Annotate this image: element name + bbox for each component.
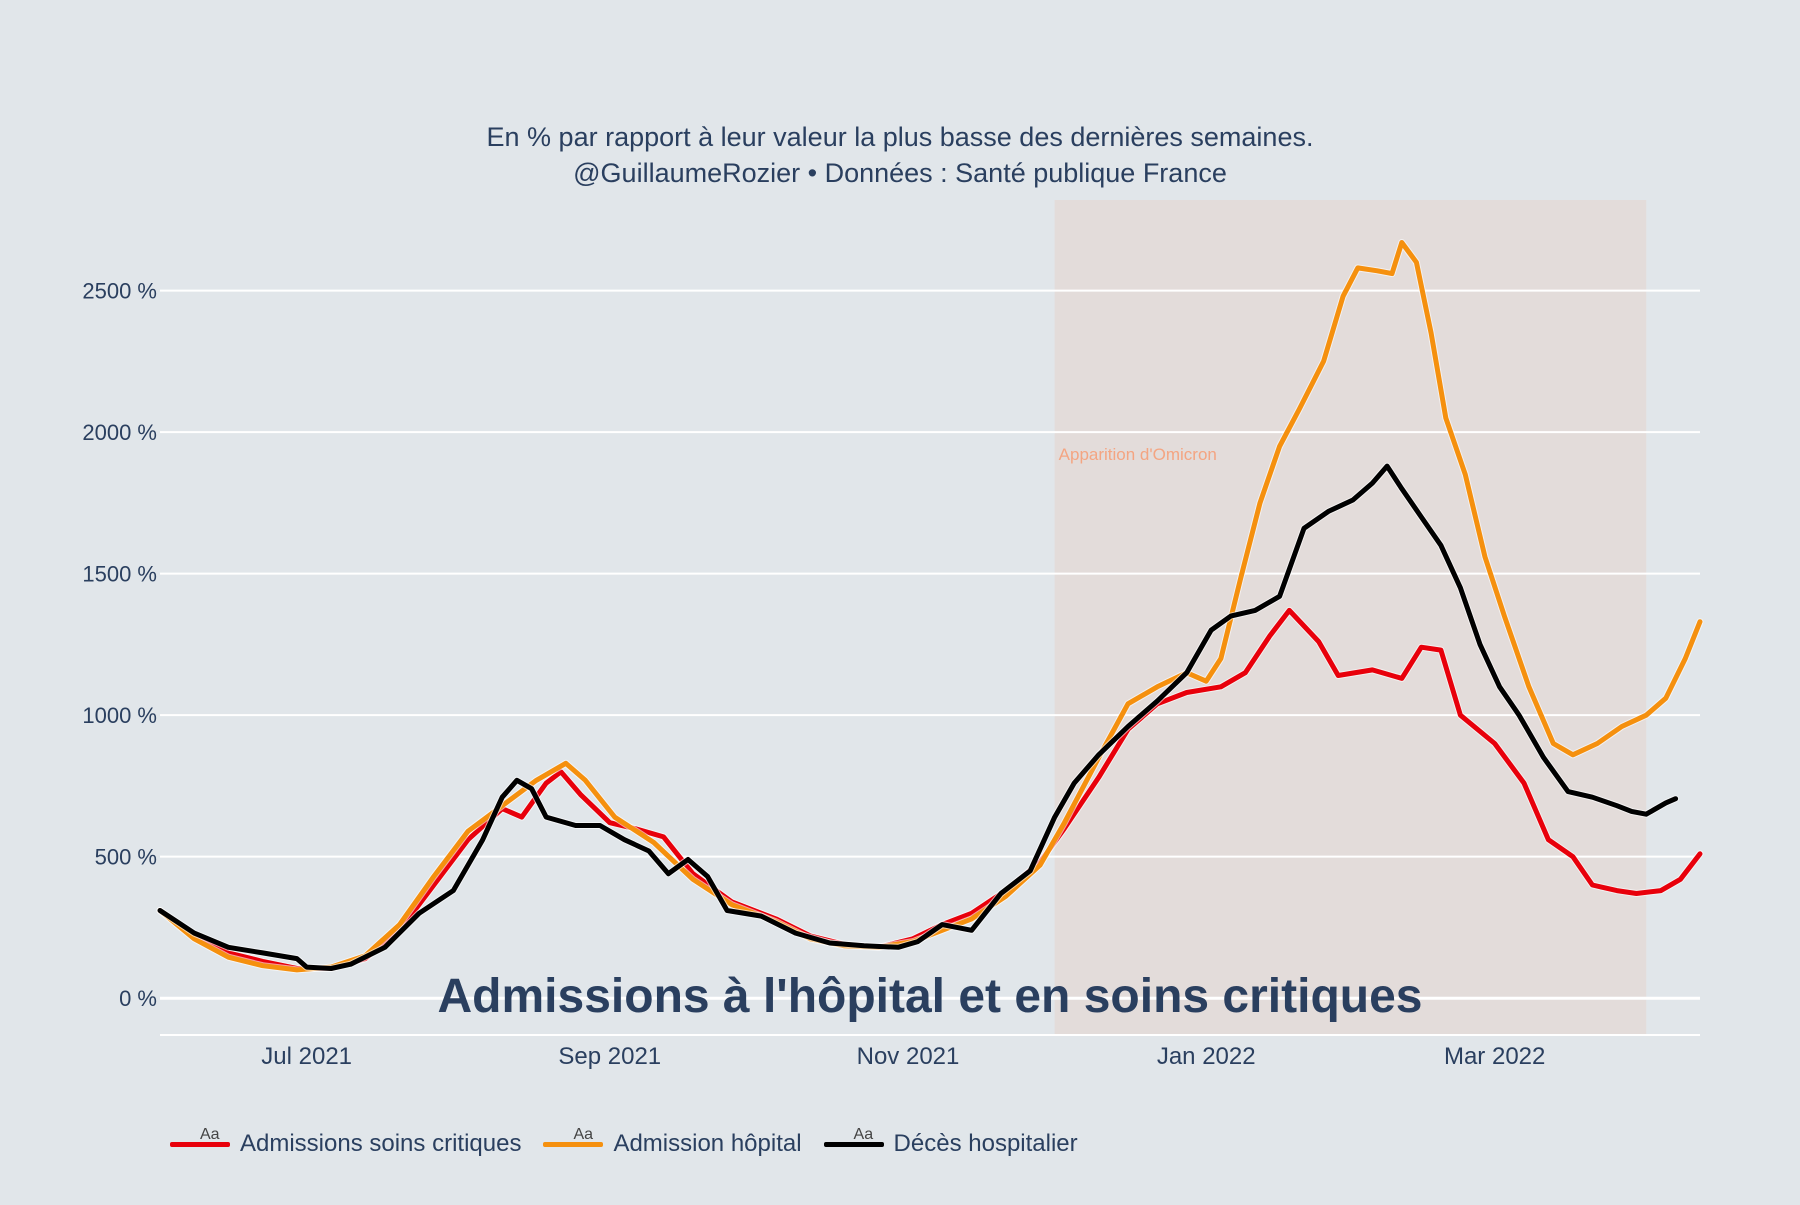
omicron-shaded-region: [1054, 200, 1647, 1035]
legend-label: Décès hospitalier: [893, 1130, 1078, 1157]
legend-aa-icon: Aa: [853, 1126, 874, 1143]
legend-line: [543, 1142, 604, 1147]
legend-line: [170, 1142, 230, 1147]
legend-aa-icon: Aa: [200, 1126, 220, 1143]
legend-label: Admission hôpital: [613, 1130, 802, 1157]
y-tick-label: 2500 %: [82, 279, 157, 304]
x-tick-label: Sep 2021: [558, 1043, 661, 1070]
legend: Aa Admissions soins critiques Aa Admissi…: [170, 1126, 1100, 1158]
legend-swatch-icon: Aa: [543, 1126, 604, 1156]
x-tick-label: Jan 2022: [1157, 1043, 1256, 1070]
legend-item-soins-critiques[interactable]: Aa Admissions soins critiques: [170, 1126, 522, 1158]
chart-title: Admissions à l'hôpital et en soins criti…: [438, 970, 1423, 1023]
series-line-2: [157, 463, 1679, 971]
legend-item-admission-hopital[interactable]: Aa Admission hôpital: [543, 1126, 802, 1158]
legend-label: Admissions soins critiques: [240, 1130, 522, 1157]
y-tick-label: 500 %: [95, 845, 157, 870]
x-tick-label: Jul 2021: [261, 1043, 352, 1070]
y-tick-label: 2000 %: [82, 420, 157, 445]
y-tick-label: 1500 %: [82, 562, 157, 587]
legend-swatch-icon: Aa: [823, 1126, 884, 1156]
omicron-annotation: Apparition d'Omicron: [1059, 445, 1217, 464]
y-tick-label: 0 %: [119, 986, 157, 1011]
x-tick-label: Mar 2022: [1444, 1043, 1545, 1070]
chart-subtitle-line-1: En % par rapport à leur valeur la plus b…: [486, 122, 1314, 152]
x-tick-label: Nov 2021: [857, 1043, 960, 1070]
legend-item-deces-hospitalier[interactable]: Aa Décès hospitalier: [823, 1126, 1078, 1158]
chart-subtitle-line-2: @GuillaumeRozier • Données : Santé publi…: [573, 158, 1227, 188]
y-tick-label: 1000 %: [82, 703, 157, 728]
legend-swatch-icon: Aa: [170, 1126, 230, 1156]
legend-aa-icon: Aa: [573, 1126, 594, 1143]
legend-line: [823, 1142, 884, 1147]
